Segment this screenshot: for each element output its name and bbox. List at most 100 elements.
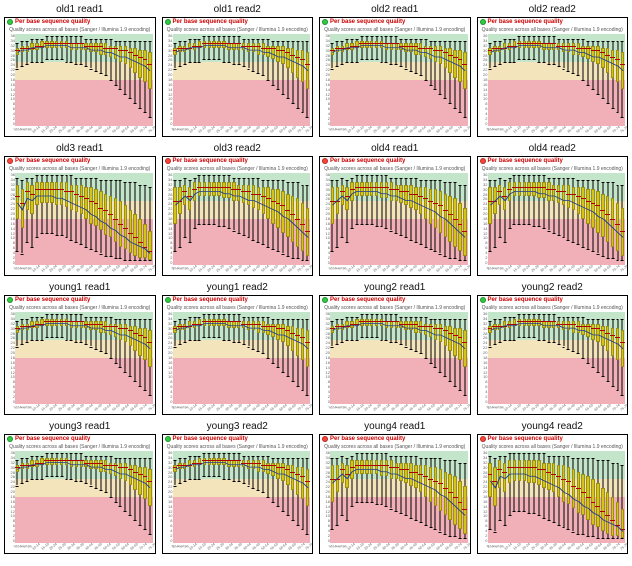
chart-cell: young3 read2Per base sequence qualityQua… bbox=[162, 421, 314, 554]
quality-panel: Per base sequence qualityQuality scores … bbox=[477, 17, 629, 137]
x-axis: 12345678910-1415-1920-2425-2930-3435-394… bbox=[488, 127, 626, 135]
chart-cell: old1 read2 Per base sequence quality Quali… bbox=[162, 4, 314, 137]
plot-area bbox=[173, 34, 311, 126]
plot-title: Quality scores across all bases (Sanger … bbox=[163, 305, 313, 311]
x-axis: 12345678910-1415-1920-2425-2930-3435-394… bbox=[15, 266, 153, 274]
quality-panel: Per base sequence quality Quality scores … bbox=[319, 17, 471, 137]
plot-title: Quality scores across all bases (Sanger … bbox=[163, 27, 313, 33]
quality-chart: Quality scores across all bases (Sanger … bbox=[320, 26, 470, 136]
plot-area bbox=[173, 173, 311, 265]
plot-title: Quality scores across all bases (Sanger … bbox=[5, 166, 155, 172]
plot-title: Quality scores across all bases (Sanger … bbox=[320, 166, 470, 172]
quality-chart: Quality scores across all bases (Sanger … bbox=[478, 165, 628, 275]
plot-area bbox=[488, 173, 626, 265]
panel-header: Per base sequence quality bbox=[320, 435, 470, 443]
y-tick-label: 0 bbox=[478, 400, 488, 404]
x-tick-label: 75-79 bbox=[305, 125, 312, 136]
panel-header-text: Per base sequence quality bbox=[488, 436, 563, 442]
cell-title: old3 read2 bbox=[214, 143, 261, 154]
plot-title: Quality scores across all bases (Sanger … bbox=[5, 305, 155, 311]
x-axis: 12345678910-1415-1920-2425-2930-3435-394… bbox=[488, 405, 626, 413]
y-axis: 024681012141618202224262830323436 bbox=[320, 173, 330, 265]
status-pass-icon bbox=[480, 297, 486, 303]
quality-chart: Quality scores across all bases (Sanger … bbox=[5, 26, 155, 136]
x-tick-label: 75-79 bbox=[147, 403, 154, 414]
plot-area bbox=[330, 451, 468, 543]
plot-area bbox=[173, 451, 311, 543]
cell-title: old4 read2 bbox=[529, 143, 576, 154]
y-tick-label: 0 bbox=[5, 122, 15, 126]
y-tick-label: 0 bbox=[478, 539, 488, 543]
status-fail-icon bbox=[7, 158, 13, 164]
cell-title: old4 read1 bbox=[371, 143, 418, 154]
x-axis: 12345678910-1415-1920-2425-2930-3435-394… bbox=[173, 127, 311, 135]
quality-panel: Per base sequence qualityQuality scores … bbox=[162, 156, 314, 276]
cell-title: young1 read1 bbox=[49, 282, 110, 293]
chart-cell: old4 read2 Per base sequence quality Quali… bbox=[477, 143, 629, 276]
quality-panel: Per base sequence quality Quality scores … bbox=[477, 156, 629, 276]
chart-cell: old2 read2Per base sequence qualityQuali… bbox=[477, 4, 629, 137]
chart-cell: old3 read2 Per base sequence qualityQuali… bbox=[162, 143, 314, 276]
panel-header: Per base sequence quality bbox=[163, 435, 313, 443]
panel-header-text: Per base sequence quality bbox=[330, 297, 405, 303]
quality-chart: Quality scores across all bases (Sanger … bbox=[5, 443, 155, 553]
y-axis: 024681012141618202224262830323436 bbox=[320, 34, 330, 126]
panel-header: Per base sequence quality bbox=[5, 435, 155, 443]
cell-title: young2 read2 bbox=[522, 282, 583, 293]
x-axis: 12345678910-1415-1920-2425-2930-3435-394… bbox=[330, 405, 468, 413]
x-axis: 12345678910-1415-1920-2425-2930-3435-394… bbox=[15, 405, 153, 413]
panel-header-text: Per base sequence quality bbox=[330, 19, 405, 25]
x-tick-label: 75-79 bbox=[147, 125, 154, 136]
chart-cell: old3 read1Per base sequence qualityQuali… bbox=[4, 143, 156, 276]
chart-cell: young2 read1Per base sequence qualityQua… bbox=[319, 282, 471, 415]
panel-header-text: Per base sequence quality bbox=[488, 158, 563, 164]
panel-header: Per base sequence quality bbox=[320, 157, 470, 165]
status-fail-icon bbox=[165, 158, 171, 164]
panel-header-text: Per base sequence quality bbox=[173, 19, 248, 25]
status-fail-icon bbox=[480, 436, 486, 442]
status-pass-icon bbox=[480, 19, 486, 25]
mean-line bbox=[488, 451, 626, 543]
quality-chart: Quality scores across all bases (Sanger … bbox=[163, 304, 313, 414]
panel-header-text: Per base sequence quality bbox=[488, 297, 563, 303]
x-axis: 12345678910-1415-1920-2425-2930-3435-394… bbox=[330, 266, 468, 274]
y-tick-label: 0 bbox=[163, 122, 173, 126]
x-tick-label: 75-79 bbox=[620, 125, 627, 136]
panel-header-text: Per base sequence quality bbox=[15, 436, 90, 442]
y-tick-label: 0 bbox=[5, 261, 15, 265]
plot-title: Quality scores across all bases (Sanger … bbox=[320, 27, 470, 33]
cell-title: old1 read2 bbox=[214, 4, 261, 15]
plot-area bbox=[330, 173, 468, 265]
panel-header: Per base sequence quality bbox=[5, 18, 155, 26]
plot-title: Quality scores across all bases (Sanger … bbox=[478, 166, 628, 172]
x-tick-label: 75-79 bbox=[620, 542, 627, 553]
plot-area bbox=[15, 34, 153, 126]
x-tick-label: 75-79 bbox=[305, 264, 312, 275]
panel-header-text: Per base sequence quality bbox=[15, 297, 90, 303]
panel-header-text: Per base sequence quality bbox=[173, 436, 248, 442]
cell-title: young3 read1 bbox=[49, 421, 110, 432]
panel-header: Per base sequence quality bbox=[478, 18, 628, 26]
quality-panel: Per base sequence quality Quality scores … bbox=[319, 156, 471, 276]
x-tick-label: 75-79 bbox=[462, 125, 469, 136]
mean-line bbox=[330, 312, 468, 404]
mean-line bbox=[173, 173, 311, 265]
panel-header: Per base sequence quality bbox=[478, 435, 628, 443]
cell-title: young4 read1 bbox=[364, 421, 425, 432]
status-pass-icon bbox=[322, 297, 328, 303]
x-axis: 12345678910-1415-1920-2425-2930-3435-394… bbox=[330, 544, 468, 552]
status-fail-icon bbox=[322, 436, 328, 442]
y-axis: 024681012141618202224262830323436 bbox=[478, 173, 488, 265]
panel-header: Per base sequence quality bbox=[163, 296, 313, 304]
chart-cell: young4 read1Per base sequence qualityQua… bbox=[319, 421, 471, 554]
plot-area bbox=[15, 312, 153, 404]
plot-title: Quality scores across all bases (Sanger … bbox=[320, 305, 470, 311]
y-tick-label: 0 bbox=[163, 400, 173, 404]
status-pass-icon bbox=[7, 297, 13, 303]
quality-panel: Per base sequence qualityQuality scores … bbox=[4, 156, 156, 276]
x-axis: 12345678910-1415-1920-2425-2930-3435-394… bbox=[173, 266, 311, 274]
quality-panel: Per base sequence qualityQuality scores … bbox=[477, 295, 629, 415]
y-tick-label: 0 bbox=[5, 539, 15, 543]
panel-header-text: Per base sequence quality bbox=[330, 158, 405, 164]
panel-header: Per base sequence quality bbox=[320, 296, 470, 304]
